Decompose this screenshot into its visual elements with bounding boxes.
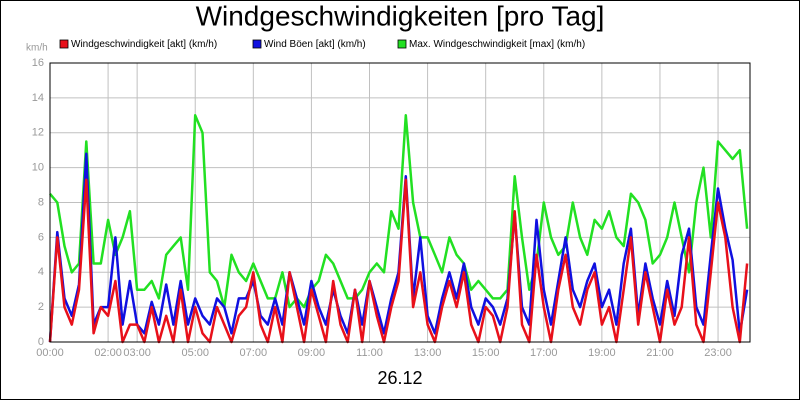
series-line: [49, 114, 749, 309]
y-tick-label: 16: [32, 57, 44, 69]
x-tick-label: 00:00: [36, 347, 64, 359]
legend-swatch: [59, 39, 69, 49]
y-tick-label: 12: [32, 127, 44, 139]
x-tick-label: 23:00: [704, 347, 732, 359]
x-tick-label: 21:00: [646, 347, 674, 359]
legend-label: Windgeschwindigkeit [akt] (km/h): [71, 39, 217, 50]
plot-border: [49, 62, 751, 343]
x-tick-label: 13:00: [414, 347, 442, 359]
x-tick-label: 03:00: [123, 347, 151, 359]
y-tick-label: 4: [38, 266, 44, 278]
y-tick-label: 14: [32, 92, 44, 104]
x-tick-label: 15:00: [472, 347, 500, 359]
y-tick-label: 2: [38, 301, 44, 313]
x-tick-label: 05:00: [181, 347, 209, 359]
legend-label: Max. Windgeschwindigkeit [max] (km/h): [409, 39, 585, 50]
legend-swatch: [397, 39, 407, 49]
x-tick-label: 19:00: [588, 347, 616, 359]
legend-label: Wind Böen [akt] (km/h): [264, 39, 366, 50]
x-tick-label: 02:00: [94, 347, 122, 359]
y-axis-unit: km/h: [26, 43, 48, 54]
legend-swatch: [252, 39, 262, 49]
chart-title: Windgeschwindigkeiten [pro Tag]: [196, 0, 605, 31]
x-tick-label: 11:00: [356, 347, 383, 359]
y-tick-label: 10: [32, 162, 44, 174]
x-tick-label: 09:00: [298, 347, 326, 359]
x-tick-label: 07:00: [240, 347, 268, 359]
legend: Windgeschwindigkeit [akt] (km/h) Wind Böe…: [59, 39, 585, 50]
y-tick-label: 6: [38, 231, 44, 243]
y-tick-label: 0: [38, 336, 44, 348]
x-tick-label: 17:00: [530, 347, 558, 359]
y-tick-label: 8: [38, 196, 44, 208]
x-axis-label: 26.12: [377, 368, 422, 388]
series-line: [48, 178, 749, 344]
